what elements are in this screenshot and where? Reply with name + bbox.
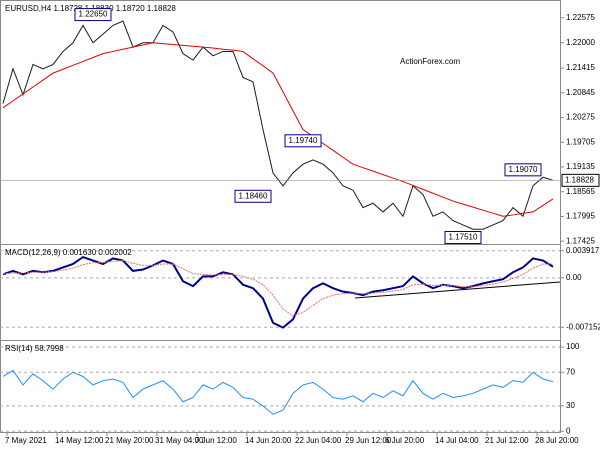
panel-title: RSI(14) 58.7998 [5,344,64,353]
price-line [2,20,554,230]
y-tick-label: 30 [566,401,575,410]
annotation-label: 1.19070 [509,165,538,174]
y-tick-label: 1.19135 [566,162,595,171]
y-tick-label: 1.21415 [566,63,595,72]
annotation-box [234,189,272,203]
y-tick-label: 1.17425 [566,236,595,245]
price-line [2,42,554,217]
y-tick-label: 100 [566,342,580,351]
annotation-label: 1.22650 [79,10,108,19]
y-tick-label: 1.22575 [566,13,595,22]
trend-line [354,281,561,299]
annotation-box [284,134,322,148]
x-tick-label: 28 Jul 20:00 [535,436,579,445]
watermark: ActionForex.com [400,57,460,66]
x-tick-label: 7 May 2021 [5,436,47,445]
y-tick-label: 0.003917 [566,246,600,255]
x-tick-label: 29 Jun 12:00 [345,436,392,445]
x-tick-label: 6 Jul 20:00 [385,436,425,445]
x-tick-label: 21 May 20:00 [105,436,154,445]
y-tick-label: 1.22000 [566,38,595,47]
x-tick-label: 21 Jul 12:00 [485,436,529,445]
y-tick-label: 1.18565 [566,187,595,196]
indicator-line [2,260,553,317]
y-tick-label: 1.20275 [566,113,595,122]
x-tick-label: 31 May 04:00 [155,436,204,445]
current-price-label: 1.18828 [565,175,594,184]
panel-title: MACD(12,26,9) 0.001630 0.002002 [5,248,132,257]
y-tick-label: -0.007152 [566,322,600,331]
annotation-label: 1.17510 [449,233,478,242]
annotation-label: 1.18460 [239,191,268,200]
annotation-box [504,163,542,177]
x-tick-label: 14 Jul 04:00 [435,436,479,445]
y-tick-label: 0.00 [566,273,582,282]
x-tick-label: 14 May 12:00 [55,436,104,445]
current-price-box [561,173,600,187]
y-tick-label: 70 [566,367,575,376]
x-tick-label: 14 Jun 20:00 [245,436,292,445]
y-tick-label: 1.17995 [566,212,595,221]
indicator-line [2,369,554,415]
indicator-line [2,255,554,329]
annotation-box [444,230,482,244]
x-tick-label: 7 Jun 12:00 [195,436,237,445]
x-tick-label: 22 Jun 04:00 [295,436,342,445]
y-tick-label: 1.19705 [566,137,595,146]
annotation-label: 1.19740 [289,136,318,145]
y-tick-label: 1.20845 [566,88,595,97]
annotation-box [74,8,112,22]
y-tick-label: 0 [566,426,571,435]
